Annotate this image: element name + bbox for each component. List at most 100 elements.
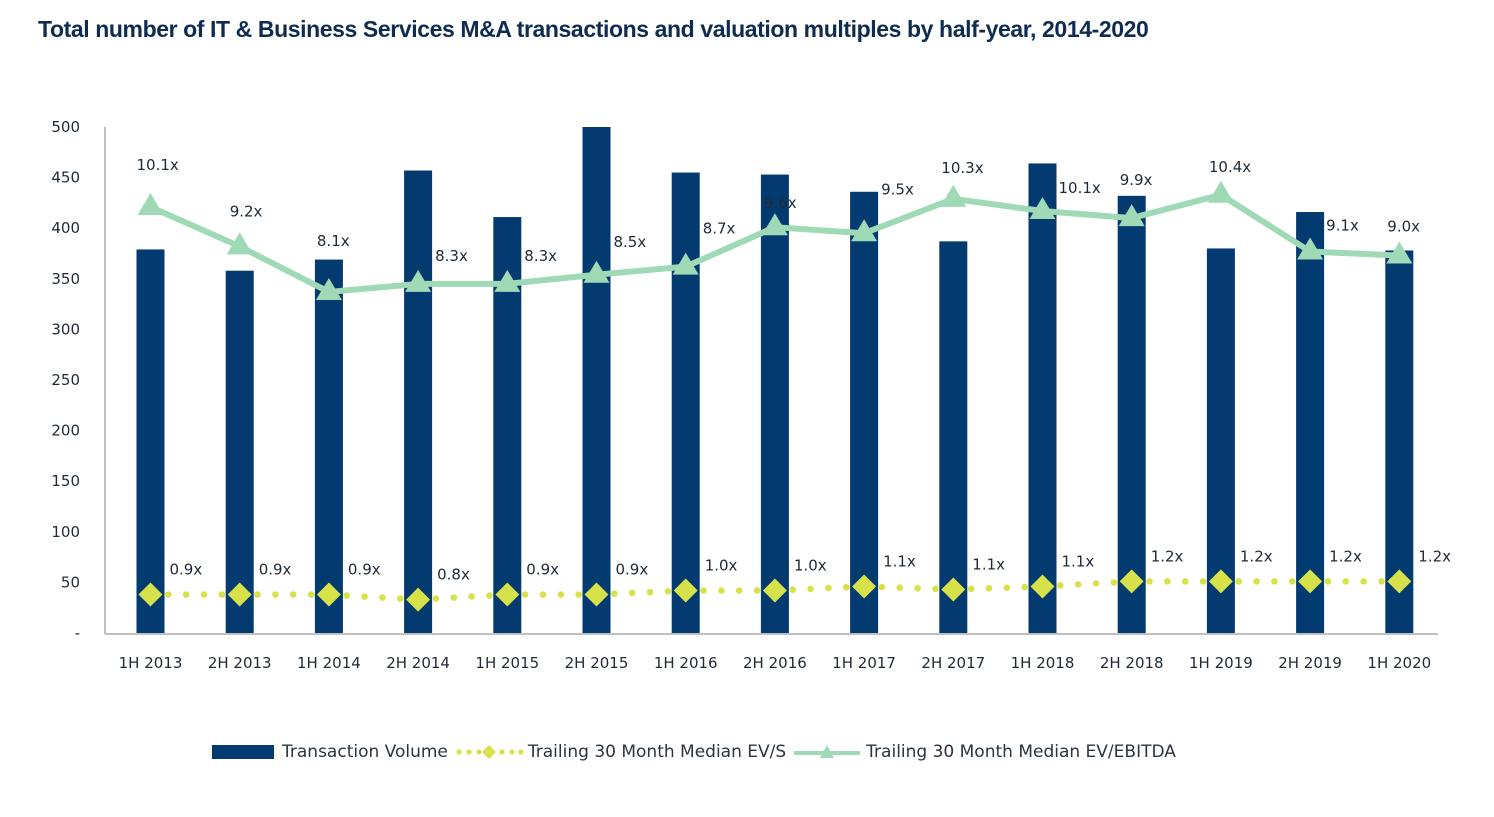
bar — [314, 259, 343, 633]
ev-s-data-label: 1.1x — [883, 552, 916, 570]
ev-s-dot — [254, 591, 261, 598]
ev-ebitda-marker — [1297, 237, 1324, 260]
y-tick-label: 350 — [51, 270, 80, 288]
x-axis-labels: 1H 2013 2H 2013 1H 2014 2H 2014 1H 2015 2H 20… — [119, 654, 1432, 672]
ev-s-data-label: 1.1x — [972, 555, 1005, 573]
ev-s-dot — [1253, 578, 1260, 585]
ev-s-dot — [272, 591, 279, 598]
ev-s-dot — [432, 595, 440, 602]
ev-s-dot — [878, 583, 886, 591]
legend-swatch-triangle-line — [794, 745, 861, 758]
bar — [671, 172, 700, 634]
ev-s-dot — [1057, 582, 1064, 589]
ev-ebitda-data-label: 9.9x — [1120, 171, 1153, 189]
ev-s-dot — [628, 589, 636, 597]
bar — [1385, 250, 1414, 634]
ev-ebitda-marker — [1118, 204, 1145, 227]
ev-s-data-label: 1.1x — [1062, 552, 1095, 570]
ev-ebitda-data-label: 9.1x — [1326, 216, 1359, 234]
ev-s-dot — [735, 587, 743, 594]
y-tick-label: 150 — [51, 472, 80, 490]
bar — [225, 270, 254, 633]
ev-s-marker — [1208, 569, 1233, 594]
ev-s-data-label: 0.9x — [259, 561, 292, 579]
ev-ebitda-data-label: 8.3x — [524, 247, 557, 265]
ev-ebitda-data-label: 9.5x — [881, 180, 914, 198]
ev-ebitda-data-label: 9.6x — [764, 194, 797, 212]
legend-item-ev-ebitda: Trailing 30 Month Median EV/EBITDA — [786, 742, 1176, 762]
ev-ebitda-marker — [1386, 241, 1413, 264]
ev-s-dot — [1235, 578, 1243, 585]
bar — [1296, 212, 1325, 633]
y-tick-label: 100 — [51, 523, 80, 541]
ev-s-dot — [200, 591, 208, 598]
ev-ebitda-marker — [940, 184, 967, 207]
ev-s-dot — [539, 591, 547, 598]
ev-s-marker — [673, 578, 698, 603]
ev-s-dot — [753, 587, 761, 594]
ev-s-data-label: 0.9x — [616, 561, 649, 579]
ev-s-data-label: 1.2x — [1329, 547, 1362, 565]
legend-item-ev-s: Trailing 30 Month Median EV/S — [448, 742, 786, 762]
ev-ebitda-data-label: 9.2x — [230, 202, 263, 220]
ev-s-dot — [825, 584, 832, 592]
ev-s-data-label: 1.0x — [794, 556, 827, 574]
ev-s-dot — [1181, 578, 1189, 585]
bar — [1206, 248, 1235, 633]
ev-s-dot — [1288, 578, 1296, 585]
y-tick-label: 400 — [51, 219, 80, 237]
ev-ebitda-data-label: 10.1x — [1059, 179, 1101, 197]
x-tick-label: 1H 2017 — [832, 654, 896, 672]
ev-ebitda-data-label: 9.0x — [1387, 218, 1420, 236]
x-tick-label: 1H 2013 — [119, 654, 183, 672]
legend-label: Transaction Volume — [282, 742, 448, 762]
chart-title: Total number of IT & Business Services M… — [38, 16, 1149, 42]
ev-ebitda-marker — [494, 269, 521, 292]
legend-swatch-diamond-dotted — [456, 745, 524, 759]
ev-s-dot — [1199, 578, 1207, 585]
ev-s-dot — [361, 593, 368, 600]
ev-s-dot — [646, 588, 654, 596]
ev-s-data-label: 0.9x — [170, 561, 203, 579]
ev-s-data-label: 0.9x — [348, 561, 381, 579]
ev-ebitda-data-label: 8.1x — [317, 232, 350, 250]
legend-swatch-bar — [212, 745, 274, 759]
ev-s-dot — [1324, 578, 1332, 585]
y-tick-label: 450 — [51, 169, 80, 187]
x-tick-label: 1H 2014 — [297, 654, 361, 672]
axes-lines — [104, 127, 1438, 635]
ev-s-dot — [1092, 580, 1100, 587]
ev-s-dot — [343, 592, 351, 599]
ev-ebitda-data-label: 8.7x — [703, 220, 736, 238]
ev-ebitda-marker — [583, 260, 610, 283]
ev-s-dot — [1342, 578, 1350, 585]
ev-s-marker — [227, 582, 252, 607]
x-tick-label: 2H 2017 — [921, 654, 985, 672]
y-tick-label: - — [75, 624, 80, 642]
ev-s-marker — [1119, 569, 1144, 594]
x-tick-label: 2H 2013 — [208, 654, 272, 672]
ev-s-dot — [1110, 579, 1118, 586]
ev-s-dot — [914, 584, 921, 592]
x-tick-label: 2H 2014 — [386, 654, 450, 672]
ev-s-marker — [1030, 574, 1055, 599]
ev-s-data-label: 1.2x — [1418, 547, 1451, 565]
ev-s-data-label: 0.8x — [437, 566, 470, 584]
ev-s-dot — [842, 583, 850, 591]
bar-series-transaction-volume — [136, 127, 1414, 634]
legend: Transaction Volume Trailing 30 Month Med… — [212, 742, 1176, 762]
ev-s-dot — [182, 591, 190, 598]
ev-s-dot — [1074, 581, 1082, 588]
ev-ebitda-data-label: 10.3x — [941, 159, 983, 177]
ev-s-dot — [1271, 578, 1278, 585]
ev-s-dot — [521, 591, 529, 598]
ev-s-dot — [396, 595, 404, 602]
x-tick-label: 1H 2019 — [1189, 654, 1253, 672]
ev-ebitda-marker — [672, 252, 699, 275]
line-series-ev-s: 0.9x 0.9x 0.9x 0.8x 0.9x 0.9x 1.0x 1.0x 1.1x 1.1x… — [138, 547, 1451, 612]
ev-s-dot — [1360, 578, 1367, 585]
ev-s-marker — [1387, 569, 1412, 594]
ev-ebitda-data-label: 10.4x — [1209, 158, 1251, 176]
ev-s-dot — [664, 588, 672, 595]
